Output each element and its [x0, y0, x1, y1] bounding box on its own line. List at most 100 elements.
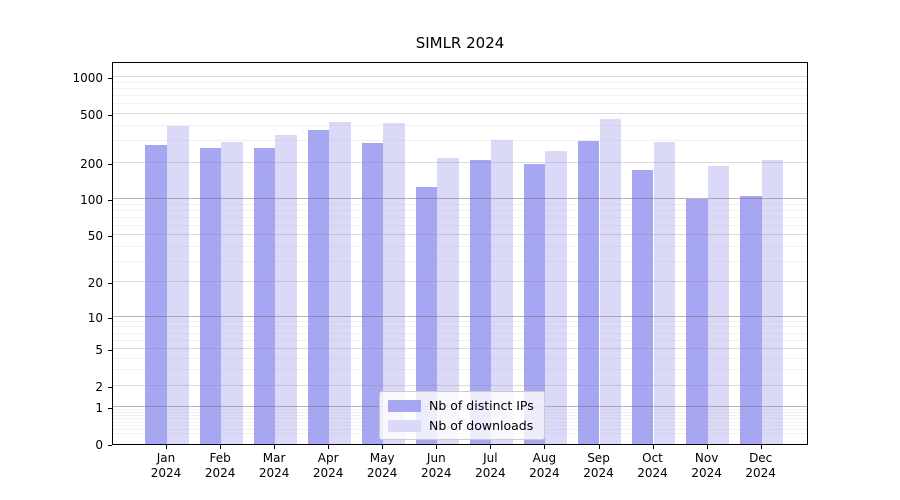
y-tick-label-20: 20 [87, 276, 103, 291]
x-tick-label-mar-2024: Mar 2024 [258, 451, 290, 480]
x-tick-mark-apr-2024 [328, 445, 330, 449]
legend-swatch-ips-icon [388, 399, 421, 412]
y-tick-label-5: 5 [95, 342, 103, 357]
x-tick-label-jan-2024: Jan 2024 [150, 451, 182, 480]
y-tick-mark-50 [108, 236, 112, 238]
gridline-90 [113, 203, 807, 205]
x-tick-label-may-2024: May 2024 [366, 451, 398, 480]
bar-downloads-feb-2024 [221, 142, 243, 444]
bar-ips-feb-2024 [199, 148, 222, 444]
y-tick-mark-2 [108, 386, 112, 388]
bar-downloads-nov-2024 [707, 165, 730, 444]
x-tick-mark-may-2024 [382, 445, 384, 449]
gridline-600 [113, 103, 807, 105]
bar-ips-oct-2024 [631, 169, 654, 444]
bar-ips-dec-2024 [740, 195, 762, 444]
y-tick-mark-1 [108, 408, 112, 410]
bar-downloads-mar-2024 [275, 134, 297, 444]
y-tick-label-1000: 1000 [72, 71, 103, 86]
gridline-4 [113, 357, 807, 359]
gridline-5 [113, 347, 807, 349]
bar-downloads-oct-2024 [653, 141, 676, 444]
gridline-30 [113, 260, 807, 262]
x-tick-label-jun-2024: Jun 2024 [421, 451, 452, 480]
gridline-500 [113, 113, 807, 114]
y-tick-label-2: 2 [95, 379, 103, 394]
bar-ips-jun-2024 [415, 187, 438, 444]
x-tick-mark-oct-2024 [652, 445, 654, 449]
x-tick-mark-mar-2024 [274, 445, 276, 449]
bar-ips-nov-2024 [686, 199, 708, 444]
x-tick-mark-jan-2024 [166, 445, 167, 449]
bar-downloads-dec-2024 [761, 160, 784, 444]
y-tick-mark-20 [108, 283, 112, 285]
y-tick-label-0: 0 [95, 438, 103, 452]
x-tick-label-aug-2024: Aug 2024 [529, 451, 560, 480]
y-tick-label-100: 100 [80, 193, 103, 207]
bar-downloads-aug-2024 [545, 150, 567, 444]
bar-ips-may-2024 [361, 142, 384, 444]
legend-item-distinct-ips: Nb of distinct IPs [388, 398, 534, 413]
x-tick-mark-aug-2024 [544, 445, 546, 449]
y-tick-label-200: 200 [80, 156, 103, 171]
gridline-7 [113, 332, 807, 334]
chart-title: SIMLR 2024 [415, 34, 505, 52]
gridline-2 [113, 384, 807, 386]
gridline-300 [113, 140, 807, 142]
gridline-6 [113, 339, 807, 341]
y-tick-mark-200 [108, 163, 112, 165]
bar-downloads-may-2024 [383, 123, 405, 444]
gridline-3 [113, 369, 807, 371]
x-tick-mark-nov-2024 [706, 445, 708, 449]
y-tick-mark-1000 [108, 78, 112, 80]
gridline-20 [113, 281, 807, 283]
y-tick-mark-5 [108, 349, 112, 351]
y-tick-mark-10 [108, 317, 112, 319]
grid-layer [113, 63, 807, 444]
bar-ips-jul-2024 [469, 159, 492, 444]
gridline-700 [113, 95, 807, 97]
bar-downloads-jun-2024 [437, 158, 459, 444]
legend: Nb of distinct IPs Nb of downloads [379, 391, 545, 440]
x-tick-label-dec-2024: Dec 2024 [745, 451, 776, 480]
legend-swatch-downloads-icon [388, 419, 421, 432]
x-tick-mark-sep-2024 [598, 445, 600, 449]
y-tick-label-10: 10 [87, 310, 103, 325]
x-tick-mark-jul-2024 [490, 445, 492, 449]
gridline-8 [113, 326, 807, 328]
gridline-50 [113, 234, 807, 236]
y-tick-mark-100 [108, 200, 112, 201]
legend-item-downloads: Nb of downloads [388, 418, 534, 433]
bar-downloads-apr-2024 [329, 121, 351, 444]
x-tick-label-oct-2024: Oct 2024 [637, 451, 668, 480]
gridline-80 [113, 209, 807, 211]
x-tick-mark-dec-2024 [760, 445, 762, 449]
x-tick-label-jul-2024: Jul 2024 [475, 451, 506, 480]
x-tick-label-feb-2024: Feb 2024 [204, 451, 236, 480]
bars-layer [113, 63, 807, 444]
bar-downloads-jan-2024 [167, 126, 189, 444]
gridline-200 [113, 161, 807, 163]
gridline-10 [113, 315, 807, 317]
gridline-9 [113, 320, 807, 322]
x-tick-label-apr-2024: Apr 2024 [312, 451, 344, 480]
y-tick-mark-500 [108, 115, 112, 116]
bar-ips-sep-2024 [577, 141, 600, 444]
bar-downloads-jul-2024 [491, 139, 513, 444]
legend-label-ips: Nb of distinct IPs [429, 398, 534, 413]
gridline-400 [113, 124, 807, 126]
bar-ips-aug-2024 [523, 163, 546, 444]
y-tick-mark-0 [108, 445, 112, 446]
x-tick-label-nov-2024: Nov 2024 [691, 451, 722, 480]
y-tick-label-500: 500 [80, 108, 103, 122]
gridline-60 [113, 224, 807, 226]
bar-downloads-sep-2024 [599, 118, 622, 444]
bar-ips-mar-2024 [253, 147, 276, 444]
y-tick-label-50: 50 [87, 229, 103, 244]
gridline-70 [113, 216, 807, 218]
gridline-1000 [113, 76, 807, 78]
gridline-900 [113, 81, 807, 83]
legend-label-downloads: Nb of downloads [429, 418, 534, 433]
x-tick-mark-feb-2024 [220, 445, 222, 449]
